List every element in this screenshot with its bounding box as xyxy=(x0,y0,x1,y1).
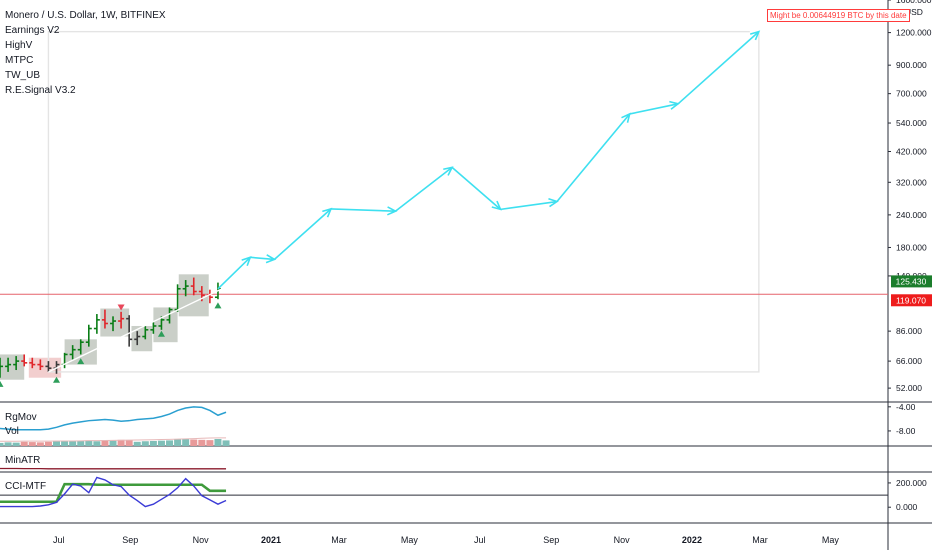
volume-bar xyxy=(69,441,76,446)
x-tick-label: 2022 xyxy=(682,535,702,545)
vol-pane-label[interactable]: Vol xyxy=(5,426,19,437)
volume-bar xyxy=(182,439,189,446)
x-tick-label: May xyxy=(822,535,840,545)
x-tick-label: Sep xyxy=(543,535,559,545)
projection-segment xyxy=(501,202,558,210)
projection-segment xyxy=(331,209,396,211)
y-tick-label: 86.000 xyxy=(896,326,922,336)
rgmov-pane-label[interactable]: RgMov xyxy=(5,412,37,423)
candle-bar xyxy=(94,314,100,334)
projection-segment xyxy=(396,167,453,211)
indicator-tw-ub[interactable]: TW_UB xyxy=(5,68,166,83)
y-tick-label: 180.000 xyxy=(896,242,927,252)
volume-bar xyxy=(61,441,68,446)
indicator-highv[interactable]: HighV xyxy=(5,38,166,53)
volume-bar xyxy=(142,441,149,446)
x-tick-label: Nov xyxy=(193,535,210,545)
volume-bar xyxy=(53,442,60,446)
projection-annotation[interactable]: Might be 0.00644919 BTC by this date xyxy=(767,9,910,22)
indicator-re-signal[interactable]: R.E.Signal V3.2 xyxy=(5,83,166,98)
projection-segment xyxy=(678,32,759,104)
y-tick-label: 240.000 xyxy=(896,210,927,220)
x-tick-label: 2021 xyxy=(261,535,281,545)
rgmov-tick-label: -4.00 xyxy=(896,402,916,412)
chart-legend: Monero / U.S. Dollar, 1W, BITFINEX Earni… xyxy=(5,8,166,98)
y-tick-label: 700.000 xyxy=(896,89,927,99)
price-tag-0: 125.430 xyxy=(896,276,927,286)
projection-segment xyxy=(557,114,630,202)
volume-bar xyxy=(37,442,44,446)
volume-bar xyxy=(29,442,36,446)
y-tick-label: 420.000 xyxy=(896,146,927,156)
volume-bar xyxy=(190,440,197,446)
y-tick-label: 52.000 xyxy=(896,383,922,393)
projection-segment xyxy=(452,167,500,209)
volume-bar xyxy=(5,442,12,446)
volume-bar xyxy=(198,440,205,446)
volume-bar xyxy=(206,440,213,446)
volume-bar xyxy=(214,439,221,446)
x-tick-label: Mar xyxy=(331,535,347,545)
volume-bar xyxy=(77,441,84,446)
rgmov-tick-label: -8.00 xyxy=(896,426,916,436)
x-tick-label: Sep xyxy=(122,535,138,545)
indicator-mtpc[interactable]: MTPC xyxy=(5,53,166,68)
y-tick-label: 1200.000 xyxy=(896,28,932,38)
projection-segment xyxy=(218,257,250,288)
volume-bar xyxy=(110,441,117,446)
volume-bar xyxy=(174,439,181,446)
x-tick-label: Jul xyxy=(474,535,486,545)
volume-bar xyxy=(158,441,165,446)
cci-pane-label[interactable]: CCI-MTF xyxy=(5,481,46,492)
signal-triangle xyxy=(214,302,221,308)
volume-bar xyxy=(0,443,4,446)
signal-box xyxy=(153,307,177,342)
x-tick-label: Jul xyxy=(53,535,65,545)
x-tick-label: Nov xyxy=(614,535,631,545)
volume-bar xyxy=(93,441,100,446)
cci-tick-label: 200.000 xyxy=(896,478,927,488)
volume-bar xyxy=(166,440,173,446)
x-tick-label: May xyxy=(401,535,419,545)
y-tick-label: 900.000 xyxy=(896,60,927,70)
volume-bar xyxy=(223,440,230,446)
price-tag-1: 119.070 xyxy=(896,295,926,305)
symbol-title[interactable]: Monero / U.S. Dollar, 1W, BITFINEX xyxy=(5,8,166,23)
minatr-pane-label[interactable]: MinATR xyxy=(5,455,40,466)
y-tick-label: 540.000 xyxy=(896,118,927,128)
volume-bar xyxy=(21,442,28,446)
volume-bar xyxy=(134,442,141,446)
y-tick-label: 66.000 xyxy=(896,356,922,366)
signal-triangle xyxy=(0,381,4,387)
volume-bar xyxy=(150,441,157,446)
projection-segment xyxy=(274,209,331,259)
y-tick-label: 1600.000 xyxy=(896,0,932,5)
volume-bar xyxy=(85,440,92,446)
x-tick-label: Mar xyxy=(752,535,768,545)
signal-box xyxy=(0,354,24,379)
y-tick-label: 320.000 xyxy=(896,177,927,187)
volume-bar xyxy=(13,443,20,446)
volume-bar xyxy=(45,442,52,446)
indicator-earnings[interactable]: Earnings V2 xyxy=(5,23,166,38)
volume-bar xyxy=(126,440,133,446)
cci-tick-label: 0.000 xyxy=(896,502,918,512)
